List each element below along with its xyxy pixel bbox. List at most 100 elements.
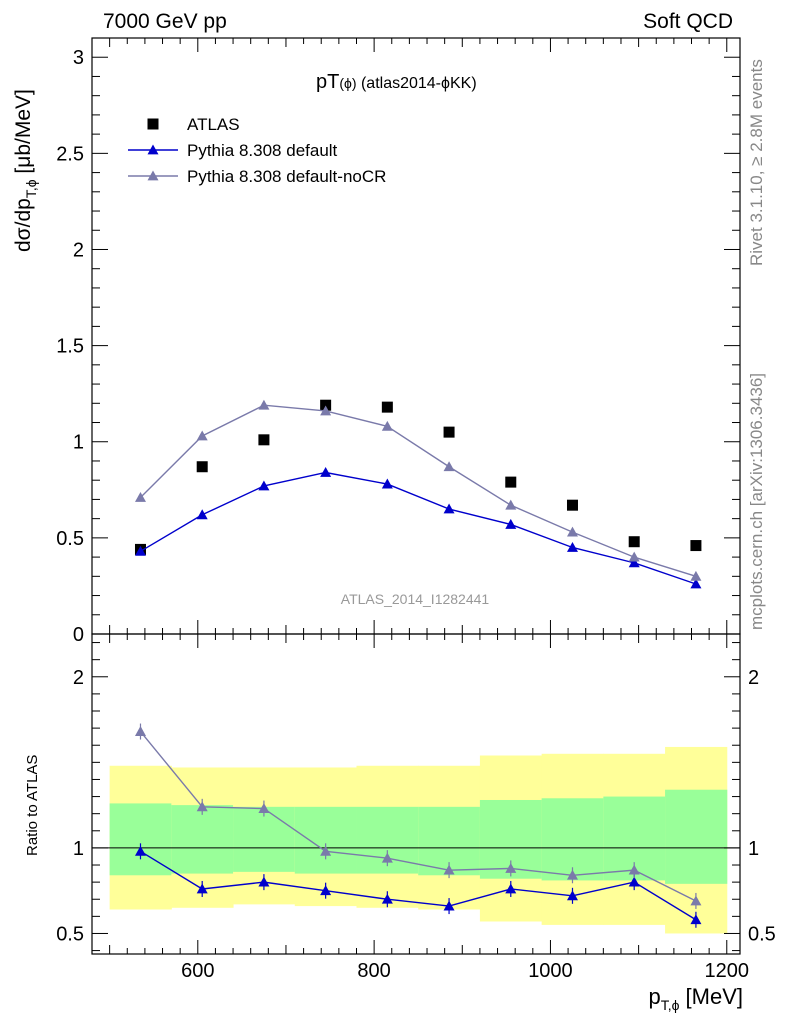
xlabel-rest: [MeV] bbox=[679, 984, 743, 1009]
atlas-data-point bbox=[690, 540, 702, 552]
main-y-axis-label: dσ/dpT,ϕ [μb/MeV] bbox=[12, 89, 39, 252]
legend-label: Pythia 8.308 default bbox=[187, 141, 338, 160]
series-point bbox=[628, 557, 640, 568]
ratio-series-point bbox=[320, 885, 332, 896]
series-point bbox=[566, 526, 578, 537]
x-tick-label: 1200 bbox=[705, 960, 750, 982]
ratio-series-point bbox=[381, 893, 393, 904]
atlas-data-point bbox=[443, 426, 455, 438]
xlabel-sub: T,ϕ bbox=[661, 997, 680, 1013]
ratio-series-line bbox=[140, 850, 697, 921]
legend: ATLAS Pythia 8.308 default Pythia 8.308 de… bbox=[128, 115, 386, 186]
series-point bbox=[381, 420, 393, 431]
ratio-y-tick-label-right: 2 bbox=[748, 667, 759, 689]
ratio-series-point bbox=[196, 883, 208, 894]
ylabel-main: dσ/dp bbox=[12, 198, 35, 252]
ratio-series-point bbox=[443, 864, 455, 875]
ratio-y-tick-label-right: 1 bbox=[748, 838, 759, 860]
x-tick-label: 1000 bbox=[528, 960, 573, 982]
x-tick-label: 600 bbox=[181, 960, 214, 982]
main-y-tick-label: 1.5 bbox=[56, 336, 84, 358]
ratio-y-tick-label-left: 2 bbox=[73, 667, 84, 689]
green-band-bin bbox=[665, 789, 728, 884]
ratio-series-point bbox=[258, 803, 270, 813]
series-point bbox=[505, 518, 517, 529]
xlabel-main: p bbox=[648, 984, 660, 1009]
ratio-series-line bbox=[139, 731, 697, 902]
header-right-label: Soft QCD bbox=[643, 10, 733, 33]
legend-marker-atlas bbox=[147, 118, 159, 130]
series-point bbox=[443, 461, 455, 472]
series-point bbox=[443, 503, 455, 514]
ratio-series-point bbox=[690, 895, 702, 906]
ratio-uncertainty-bands bbox=[92, 746, 740, 934]
series-point bbox=[134, 491, 146, 502]
ratio-series-point bbox=[134, 845, 146, 856]
title-rest: (atlas2014-ϕKK) bbox=[357, 75, 477, 92]
series-point bbox=[196, 430, 208, 441]
series-point bbox=[381, 478, 393, 489]
series-point bbox=[258, 399, 270, 410]
series-point bbox=[134, 545, 146, 556]
title-main: pT bbox=[316, 71, 339, 93]
ratio-y-axis-label: Ratio to ATLAS bbox=[24, 755, 41, 856]
green-band-bin bbox=[171, 805, 234, 874]
rivet-side-label: Rivet 3.1.10, ≥ 2.8M events bbox=[747, 59, 766, 266]
ratio-y-tick-label-left: 1 bbox=[73, 838, 84, 860]
main-y-tick-label: 0 bbox=[73, 624, 84, 646]
ratio-series-point bbox=[566, 890, 578, 901]
analysis-watermark: ATLAS_2014_I1282441 bbox=[341, 591, 490, 607]
x-tick-label: 800 bbox=[357, 960, 390, 982]
mcplots-side-label: mcplots.cern.ch [arXiv:1306.3436] bbox=[747, 373, 766, 630]
ratio-series-point bbox=[628, 864, 640, 875]
ratio-series-point bbox=[505, 883, 517, 894]
series-point bbox=[196, 509, 208, 520]
series-point bbox=[258, 480, 270, 491]
ratio-series-point bbox=[258, 876, 270, 887]
series-point bbox=[690, 570, 702, 581]
atlas-data-point bbox=[505, 476, 517, 488]
series-point bbox=[320, 467, 332, 477]
atlas-data-point bbox=[628, 536, 640, 548]
green-band-bin bbox=[294, 806, 357, 874]
series-point bbox=[505, 499, 517, 510]
main-y-tick-label: 0.5 bbox=[56, 528, 84, 550]
main-y-tick-label: 2.5 bbox=[56, 143, 84, 165]
ratio-series-point bbox=[505, 862, 517, 873]
series-point bbox=[320, 405, 332, 416]
atlas-data-point bbox=[381, 401, 393, 413]
main-y-tick-label: 3 bbox=[73, 47, 84, 69]
ratio-y-tick-label-right: 0.5 bbox=[748, 923, 776, 945]
series-point bbox=[690, 578, 702, 589]
ratio-series-point bbox=[381, 852, 393, 863]
green-band-bin bbox=[233, 806, 296, 872]
x-axis-label: pT,ϕ [MeV] bbox=[648, 984, 743, 1013]
ratio-series-point bbox=[443, 900, 455, 911]
ratio-series-point bbox=[320, 845, 332, 856]
legend-marker bbox=[147, 144, 159, 155]
ratio-plot-series bbox=[134, 723, 702, 928]
series-point bbox=[628, 551, 640, 562]
series-line bbox=[139, 404, 697, 577]
ylabel-sub: T,ϕ bbox=[23, 179, 39, 198]
series-line bbox=[140, 471, 697, 585]
title-sub: (ϕ) bbox=[339, 75, 356, 91]
green-band-bin bbox=[541, 798, 604, 881]
legend-label: Pythia 8.308 default-noCR bbox=[187, 167, 386, 186]
ratio-series-point bbox=[566, 869, 578, 880]
atlas-data-point bbox=[320, 399, 332, 411]
green-band-bin bbox=[109, 803, 172, 876]
atlas-data-point bbox=[258, 434, 270, 446]
main-y-tick-label: 1 bbox=[73, 432, 84, 454]
main-plot-series bbox=[134, 399, 702, 589]
atlas-data-point bbox=[196, 461, 208, 473]
ratio-series-point bbox=[690, 914, 702, 925]
atlas-data-point bbox=[566, 499, 578, 511]
header-left-label: 7000 GeV pp bbox=[103, 10, 227, 33]
main-plot-title: pT(ϕ) (atlas2014-ϕKK) bbox=[316, 71, 477, 93]
series-point bbox=[566, 541, 578, 552]
ratio-series-point bbox=[628, 876, 640, 887]
plot-axes: 600 800 1000 1200 0 0.5 1 1.5 2 2.5 3 0.5 0.5 1 1 2 2 bbox=[56, 37, 776, 982]
ratio-series-point bbox=[134, 726, 146, 736]
